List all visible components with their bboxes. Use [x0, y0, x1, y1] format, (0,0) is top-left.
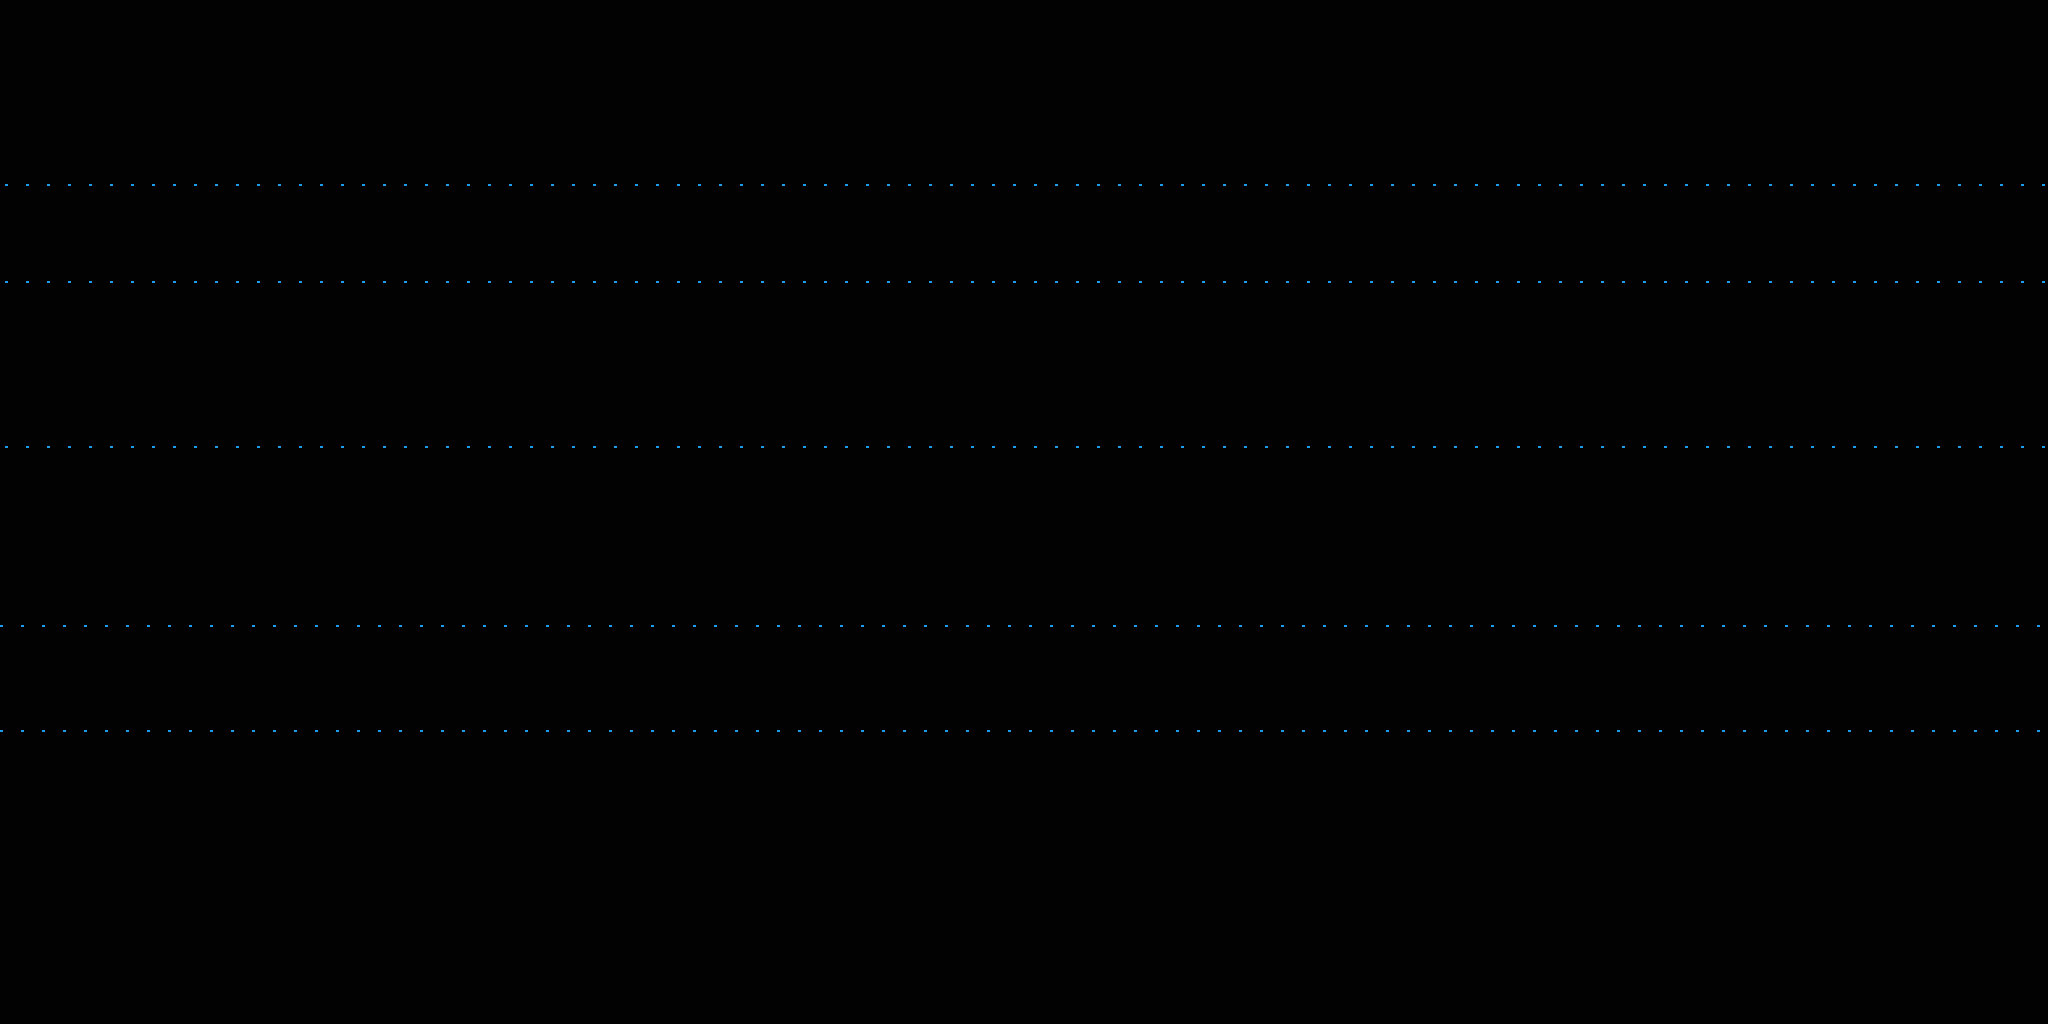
- dark-canvas: [0, 184, 2048, 732]
- guide-lines: [0, 184, 2048, 732]
